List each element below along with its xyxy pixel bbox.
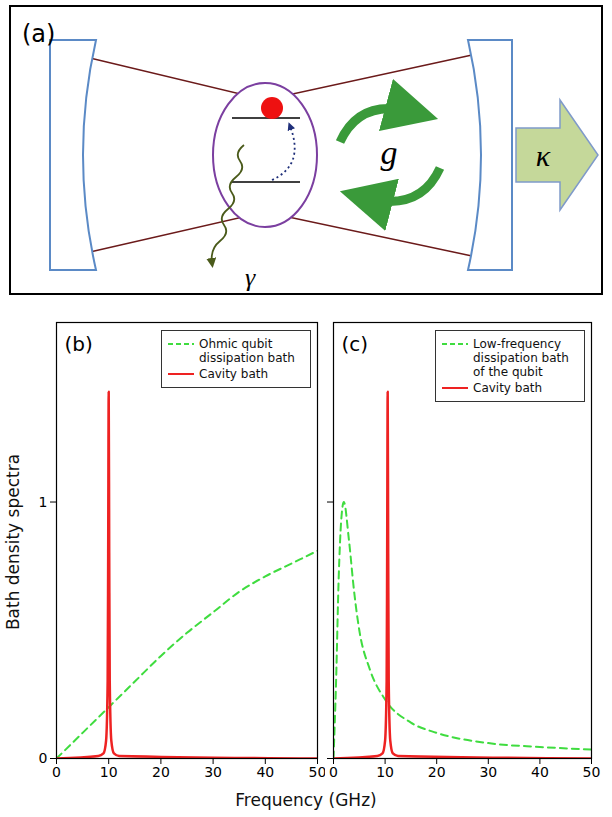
html-text:Frequency (GHz): Frequency (GHz): [235, 790, 377, 810]
svg-text:50: 50: [309, 764, 325, 780]
svg-text:50: 50: [583, 764, 601, 780]
svg-text:1: 1: [39, 494, 48, 510]
svg-text:0: 0: [39, 750, 48, 766]
html-text:Cavity bath: Cavity bath: [473, 381, 543, 395]
svg-text:0: 0: [52, 764, 61, 780]
svg-text:κ: κ: [536, 139, 551, 172]
html-text:Cavity bath: Cavity bath: [199, 367, 269, 381]
svg-text:20: 20: [428, 764, 446, 780]
svg-text:30: 30: [479, 764, 497, 780]
svg-text:(a): (a): [22, 20, 55, 48]
svg-text:20: 20: [152, 764, 170, 780]
html-text:Ohmic qubit dissipation bath: Ohmic qubit dissipation bath: [199, 337, 295, 365]
svg-text:γ: γ: [245, 263, 256, 292]
svg-text:10: 10: [100, 764, 118, 780]
svg-text:0: 0: [329, 764, 338, 780]
svg-text:g: g: [381, 134, 398, 171]
svg-text:(b): (b): [65, 332, 93, 356]
svg-text:40: 40: [256, 764, 274, 780]
html-text:Low-frequency dissipation bath: Low-frequency dissipation bath of the qu…: [473, 337, 569, 379]
svg-text:(c): (c): [342, 332, 369, 356]
svg-text:40: 40: [531, 764, 549, 780]
svg-text:10: 10: [376, 764, 394, 780]
svg-text:30: 30: [204, 764, 222, 780]
html-text:Bath density spectra: Bath density spectra: [3, 453, 23, 631]
